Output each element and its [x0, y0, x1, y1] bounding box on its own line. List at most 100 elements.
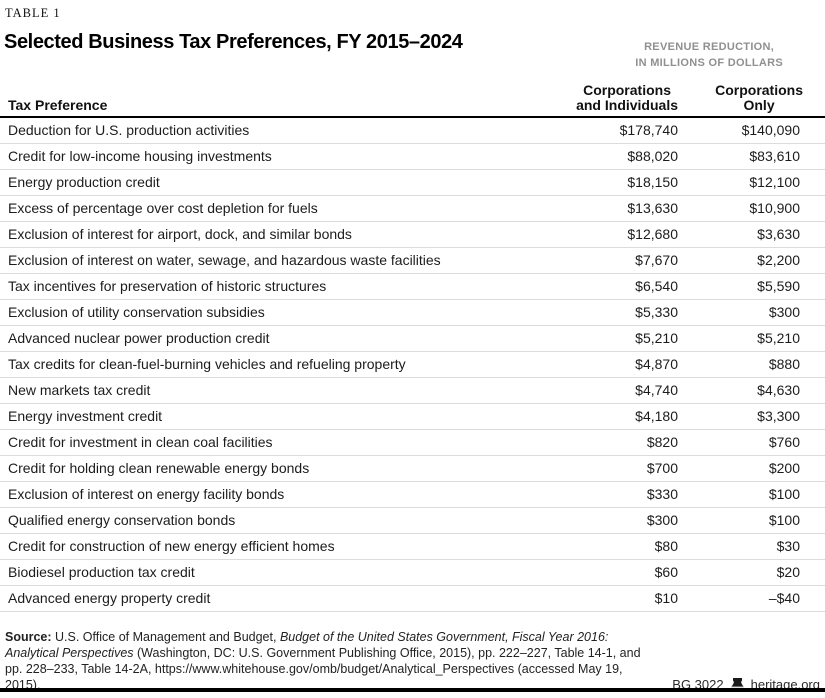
corporations-only-value: $5,590	[678, 273, 825, 300]
corporations-and-individuals-value: $820	[531, 429, 678, 456]
table-row: Deduction for U.S. production activities…	[0, 117, 825, 144]
corporations-only-value: $2,200	[678, 247, 825, 274]
tax-preference-cell: Credit for holding clean renewable energ…	[0, 455, 531, 482]
corporations-and-individuals-value: $4,740	[531, 377, 678, 404]
corporations-and-individuals-value: $6,540	[531, 273, 678, 300]
tax-preference-cell: New markets tax credit	[0, 377, 531, 404]
tax-preference-cell: Energy investment credit	[0, 403, 531, 430]
table-body: Deduction for U.S. production activities…	[0, 117, 825, 612]
corporations-only-value: $3,300	[678, 403, 825, 430]
tax-preference-cell: Energy production credit	[0, 169, 531, 196]
tax-preference-cell: Exclusion of interest on energy facility…	[0, 481, 531, 508]
table-row: Advanced energy property credit $10 –$40	[0, 585, 825, 612]
corporations-and-individuals-value: $5,330	[531, 299, 678, 326]
table-row: Credit for investment in clean coal faci…	[0, 429, 825, 456]
table-row: Energy investment credit $4,180 $3,300	[0, 403, 825, 430]
column-header-corporations-only: Corporations Only	[678, 82, 825, 118]
table-row: Excess of percentage over cost depletion…	[0, 195, 825, 222]
table-row: Exclusion of interest on energy facility…	[0, 481, 825, 508]
source-italic-title: Budget of the United States Government, …	[5, 630, 609, 660]
corporations-only-value: $4,630	[678, 377, 825, 404]
table-number-label: TABLE 1	[5, 6, 61, 20]
revenue-reduction-note: REVENUE REDUCTION, IN MILLIONS OF DOLLAR…	[635, 39, 783, 71]
corporations-only-value: $3,630	[678, 221, 825, 248]
corp-individuals-header-line2: and Individuals	[576, 97, 678, 113]
corporations-only-value: $5,210	[678, 325, 825, 352]
corporations-and-individuals-value: $10	[531, 585, 678, 612]
corporations-and-individuals-value: $300	[531, 507, 678, 534]
tax-preference-cell: Exclusion of interest on water, sewage, …	[0, 247, 531, 274]
header: TABLE 1 Selected Business Tax Preference…	[0, 0, 825, 82]
tax-preference-cell: Deduction for U.S. production activities	[0, 117, 531, 144]
corporations-and-individuals-value: $13,630	[531, 195, 678, 222]
table-row: Tax incentives for preservation of histo…	[0, 273, 825, 300]
table-header-row: Tax Preference Corporations and Individua…	[0, 82, 825, 118]
corporations-and-individuals-value: $80	[531, 533, 678, 560]
table-row: Credit for construction of new energy ef…	[0, 533, 825, 560]
bottom-rule	[0, 688, 825, 692]
corporations-only-value: $10,900	[678, 195, 825, 222]
corporations-and-individuals-value: $7,670	[531, 247, 678, 274]
corporations-only-value: $83,610	[678, 143, 825, 170]
table-row: Credit for holding clean renewable energ…	[0, 455, 825, 482]
table-row: Biodiesel production tax credit $60 $20	[0, 559, 825, 586]
tax-preference-cell: Credit for investment in clean coal faci…	[0, 429, 531, 456]
tax-preference-cell: Tax incentives for preservation of histo…	[0, 273, 531, 300]
tax-preference-cell: Credit for low-income housing investment…	[0, 143, 531, 170]
tax-preference-cell: Excess of percentage over cost depletion…	[0, 195, 531, 222]
corporations-only-value: $30	[678, 533, 825, 560]
table-row: Qualified energy conservation bonds $300…	[0, 507, 825, 534]
corp-only-header-line2: Only	[743, 97, 775, 113]
tax-preference-cell: Advanced energy property credit	[0, 585, 531, 612]
corporations-and-individuals-value: $178,740	[531, 117, 678, 144]
tax-preference-cell: Exclusion of utility conservation subsid…	[0, 299, 531, 326]
corporations-only-value: –$40	[678, 585, 825, 612]
corporations-and-individuals-value: $12,680	[531, 221, 678, 248]
corporations-and-individuals-value: $330	[531, 481, 678, 508]
corporations-and-individuals-value: $60	[531, 559, 678, 586]
corporations-and-individuals-value: $4,180	[531, 403, 678, 430]
corporations-only-value: $12,100	[678, 169, 825, 196]
tax-preference-cell: Qualified energy conservation bonds	[0, 507, 531, 534]
corporations-only-value: $100	[678, 481, 825, 508]
tax-preference-cell: Advanced nuclear power production credit	[0, 325, 531, 352]
tax-preference-cell: Tax credits for clean-fuel-burning vehic…	[0, 351, 531, 378]
corporations-only-value: $100	[678, 507, 825, 534]
table-row: Energy production credit $18,150 $12,100	[0, 169, 825, 196]
tax-preferences-table: Tax Preference Corporations and Individua…	[0, 82, 825, 612]
table-row: New markets tax credit $4,740 $4,630	[0, 377, 825, 404]
table-row: Advanced nuclear power production credit…	[0, 325, 825, 352]
corporations-only-value: $760	[678, 429, 825, 456]
corporations-and-individuals-value: $4,870	[531, 351, 678, 378]
tax-preference-cell: Biodiesel production tax credit	[0, 559, 531, 586]
tax-preference-cell: Exclusion of interest for airport, dock,…	[0, 221, 531, 248]
table-row: Credit for low-income housing investment…	[0, 143, 825, 170]
table-row: Exclusion of utility conservation subsid…	[0, 299, 825, 326]
table-row: Tax credits for clean-fuel-burning vehic…	[0, 351, 825, 378]
revenue-note-line2: IN MILLIONS OF DOLLARS	[635, 57, 783, 69]
page-title: Selected Business Tax Preferences, FY 20…	[4, 31, 463, 53]
table-header: Tax Preference Corporations and Individua…	[0, 82, 825, 118]
source-note: Source: U.S. Office of Management and Bu…	[5, 629, 645, 693]
corporations-only-value: $140,090	[678, 117, 825, 144]
column-header-tax-preference: Tax Preference	[0, 82, 531, 118]
corporations-only-value: $880	[678, 351, 825, 378]
corporations-only-value: $200	[678, 455, 825, 482]
corporations-and-individuals-value: $5,210	[531, 325, 678, 352]
source-text-2: (Washington, DC: U.S. Government Publish…	[5, 646, 641, 692]
corp-individuals-header-line1: Corporations	[583, 82, 671, 98]
table-row: Exclusion of interest on water, sewage, …	[0, 247, 825, 274]
corporations-and-individuals-value: $88,020	[531, 143, 678, 170]
corp-only-header-line1: Corporations	[715, 82, 803, 98]
column-header-corporations-and-individuals: Corporations and Individuals	[531, 82, 678, 118]
corporations-and-individuals-value: $18,150	[531, 169, 678, 196]
table-row: Exclusion of interest for airport, dock,…	[0, 221, 825, 248]
corporations-only-value: $20	[678, 559, 825, 586]
corporations-only-value: $300	[678, 299, 825, 326]
tax-preference-cell: Credit for construction of new energy ef…	[0, 533, 531, 560]
footer: Source: U.S. Office of Management and Bu…	[5, 629, 820, 693]
source-label: Source:	[5, 630, 52, 644]
corporations-and-individuals-value: $700	[531, 455, 678, 482]
source-text-1: U.S. Office of Management and Budget,	[51, 630, 280, 644]
